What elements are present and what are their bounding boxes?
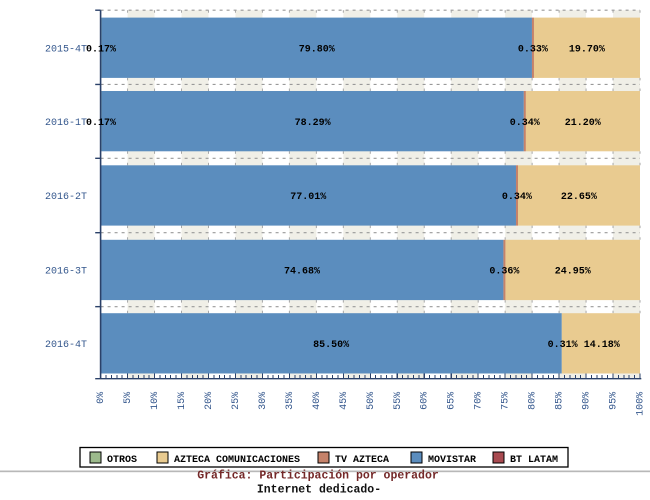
svg-text:2015-4T: 2015-4T [45, 44, 87, 55]
svg-text:60%: 60% [420, 392, 431, 410]
svg-text:19.70%: 19.70% [569, 44, 605, 55]
svg-text:0.17%: 0.17% [86, 44, 116, 55]
svg-text:75%: 75% [501, 392, 512, 410]
svg-text:0.31%: 0.31% [548, 340, 578, 351]
svg-text:2016-4T: 2016-4T [45, 340, 87, 351]
svg-text:65%: 65% [447, 392, 458, 410]
svg-text:14.18%: 14.18% [584, 340, 620, 351]
svg-text:2016-2T: 2016-2T [45, 192, 87, 203]
svg-text:BT LATAM: BT LATAM [510, 455, 558, 466]
svg-text:95%: 95% [609, 392, 620, 410]
svg-text:79.80%: 79.80% [299, 44, 335, 55]
svg-text:35%: 35% [285, 392, 296, 410]
svg-text:55%: 55% [393, 392, 404, 410]
svg-text:90%: 90% [582, 392, 593, 410]
svg-text:70%: 70% [474, 392, 485, 410]
svg-text:0.17%: 0.17% [86, 118, 116, 129]
svg-text:21.20%: 21.20% [565, 118, 601, 129]
svg-text:AZTECA COMUNICACIONES: AZTECA COMUNICACIONES [174, 455, 300, 466]
svg-text:0.34%: 0.34% [510, 118, 540, 129]
svg-text:77.01%: 77.01% [290, 192, 326, 203]
svg-text:20%: 20% [204, 392, 215, 410]
svg-text:40%: 40% [312, 392, 323, 410]
svg-text:50%: 50% [366, 392, 377, 410]
svg-text:80%: 80% [528, 392, 539, 410]
svg-text:0.34%: 0.34% [502, 192, 532, 203]
svg-text:TV AZTECA: TV AZTECA [335, 455, 389, 466]
svg-text:0.36%: 0.36% [489, 267, 519, 278]
svg-text:5%: 5% [123, 392, 134, 404]
svg-text:85.50%: 85.50% [313, 340, 349, 351]
svg-text:100%: 100% [636, 392, 647, 416]
svg-text:OTROS: OTROS [107, 455, 137, 466]
svg-text:22.65%: 22.65% [561, 192, 597, 203]
svg-text:2016-3T: 2016-3T [45, 267, 87, 278]
svg-text:85%: 85% [555, 392, 566, 410]
svg-text:2016-1T: 2016-1T [45, 118, 87, 129]
svg-text:30%: 30% [258, 392, 269, 410]
svg-text:10%: 10% [150, 392, 161, 410]
svg-text:Gráfica: Participación por ope: Gráfica: Participación por operador [197, 469, 439, 482]
svg-text:78.29%: 78.29% [295, 118, 331, 129]
svg-text:25%: 25% [231, 392, 242, 410]
svg-text:0%: 0% [96, 392, 107, 404]
svg-text:Internet dedicado-: Internet dedicado- [257, 483, 381, 496]
svg-text:24.95%: 24.95% [555, 267, 591, 278]
svg-text:15%: 15% [177, 392, 188, 410]
svg-text:45%: 45% [339, 392, 350, 410]
svg-text:MOVISTAR: MOVISTAR [428, 455, 476, 466]
svg-text:0.33%: 0.33% [518, 44, 548, 55]
svg-text:74.68%: 74.68% [284, 267, 320, 278]
